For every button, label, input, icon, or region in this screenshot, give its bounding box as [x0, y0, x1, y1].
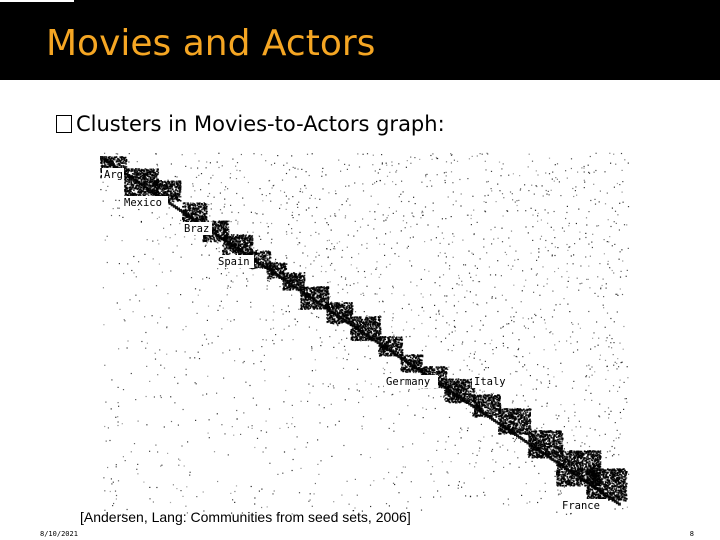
square-bullet-icon — [56, 115, 72, 133]
title-accent-line — [0, 0, 74, 2]
matrix-region-labels: Arg Mexico Braz Spain Germany Italy Fran… — [102, 168, 608, 512]
adjacency-matrix-figure: Arg Mexico Braz Spain Germany Italy Fran… — [94, 150, 632, 518]
label-bg-braz — [182, 222, 212, 235]
region-label-mexico: Mexico — [124, 197, 162, 209]
region-label-spain: Spain — [218, 256, 250, 268]
region-label-italy: Italy — [474, 376, 506, 388]
region-label-braz: Braz — [184, 223, 209, 235]
slide-title: Movies and Actors — [46, 23, 376, 64]
region-label-arg: Arg — [104, 169, 123, 181]
label-bg-arg — [102, 168, 124, 181]
label-bg-italy — [472, 375, 512, 388]
bullet-text: Clusters in Movies-to-Actors graph: — [76, 112, 445, 136]
matrix-scatter-noise — [100, 152, 630, 515]
title-bar: Movies and Actors — [0, 0, 720, 80]
adjacency-matrix-plot: Arg Mexico Braz Spain Germany Italy Fran… — [100, 152, 630, 515]
bullet-item: Clusters in Movies-to-Actors graph: — [56, 110, 445, 138]
matrix-diagonal-blocks — [100, 156, 628, 506]
region-label-france: France — [562, 500, 600, 512]
label-bg-spain — [216, 255, 254, 268]
citation-text: [Andersen, Lang: Communities from seed s… — [80, 509, 411, 525]
region-label-germany: Germany — [386, 376, 430, 388]
label-bg-france — [560, 499, 608, 512]
label-bg-germany — [384, 375, 438, 388]
page-number: 8 — [689, 530, 694, 538]
footer-date: 8/10/2021 — [40, 530, 78, 538]
label-bg-mexico — [122, 196, 168, 209]
